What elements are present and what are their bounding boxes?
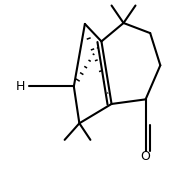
Text: O: O (141, 150, 150, 163)
Text: H: H (16, 80, 25, 93)
